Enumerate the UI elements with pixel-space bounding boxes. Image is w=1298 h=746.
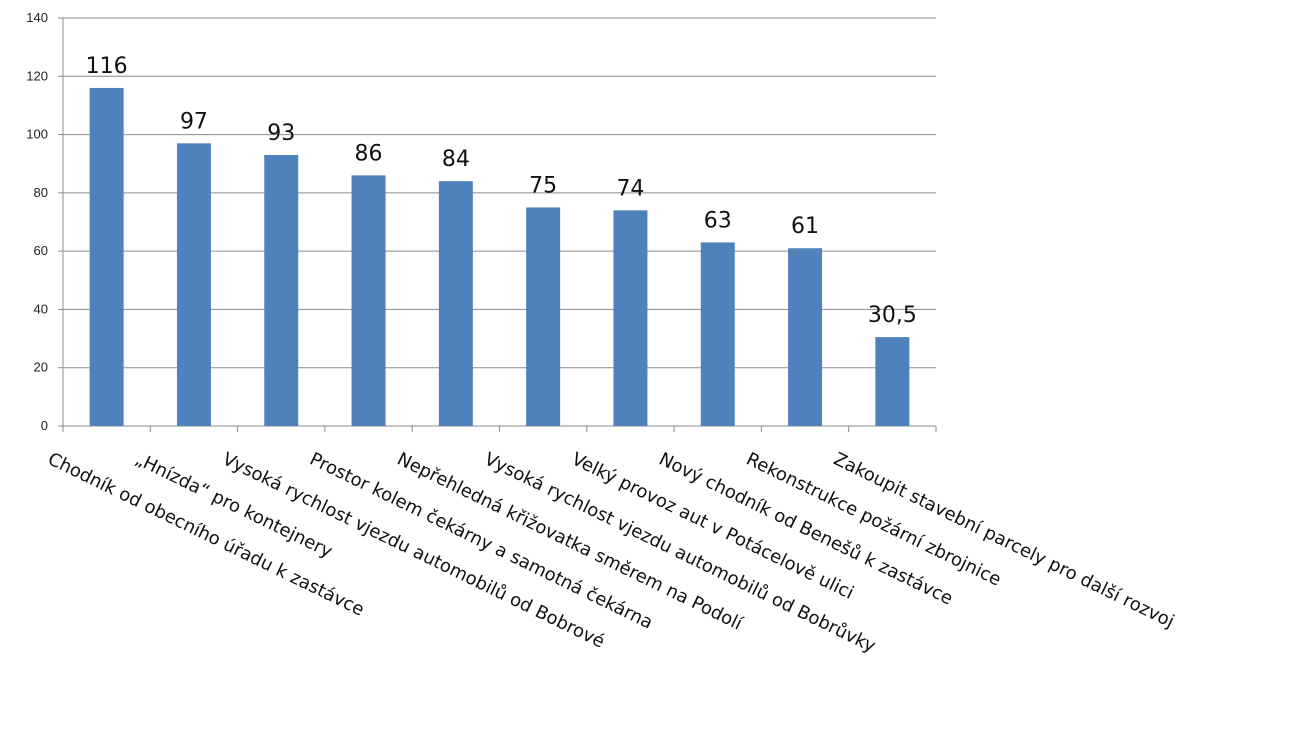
data-label: 86: [355, 141, 383, 166]
y-axis-tick-label: 100: [26, 127, 48, 142]
data-label: 116: [86, 54, 128, 79]
y-axis-tick-label: 20: [34, 360, 48, 375]
data-label: 75: [529, 173, 557, 198]
data-label: 74: [616, 176, 644, 201]
data-labels: 116 97 93 86 84 75 74 63 61 30,5: [86, 54, 917, 328]
data-label: 30,5: [868, 303, 917, 328]
bar: [438, 181, 473, 426]
data-label: 97: [180, 109, 208, 134]
data-label: 63: [704, 208, 732, 233]
category-label: Vysoká rychlost vjezdu automobilů od Bob…: [481, 449, 879, 658]
bars: [89, 87, 910, 427]
bar: [264, 154, 299, 426]
y-axis-tick-label: 0: [41, 418, 48, 433]
y-axis-tick-label: 40: [34, 301, 48, 316]
bar: [700, 242, 735, 426]
y-axis-tick-labels: 0 20 40 60 80 100 120 140: [26, 10, 48, 433]
data-label: 93: [267, 121, 295, 146]
bar: [613, 210, 648, 426]
bar: [526, 207, 561, 426]
bar: [788, 248, 823, 426]
category-label: Zakoupit stavební parcely pro další rozv…: [830, 449, 1177, 633]
y-axis-tick-label: 120: [26, 68, 48, 83]
y-axis-tick-label: 60: [34, 243, 48, 258]
x-axis-tick-marks: [62, 426, 937, 432]
bar: [351, 175, 386, 426]
y-axis-tick-label: 140: [26, 10, 48, 25]
category-labels: Chodník od obecního úřadu k zastávce„Hní…: [44, 449, 1177, 658]
bar: [89, 87, 124, 426]
data-label: 61: [791, 214, 819, 239]
y-axis-tick-label: 80: [34, 185, 48, 200]
data-label: 84: [442, 147, 470, 172]
bar: [875, 337, 910, 426]
bar: [176, 143, 211, 427]
